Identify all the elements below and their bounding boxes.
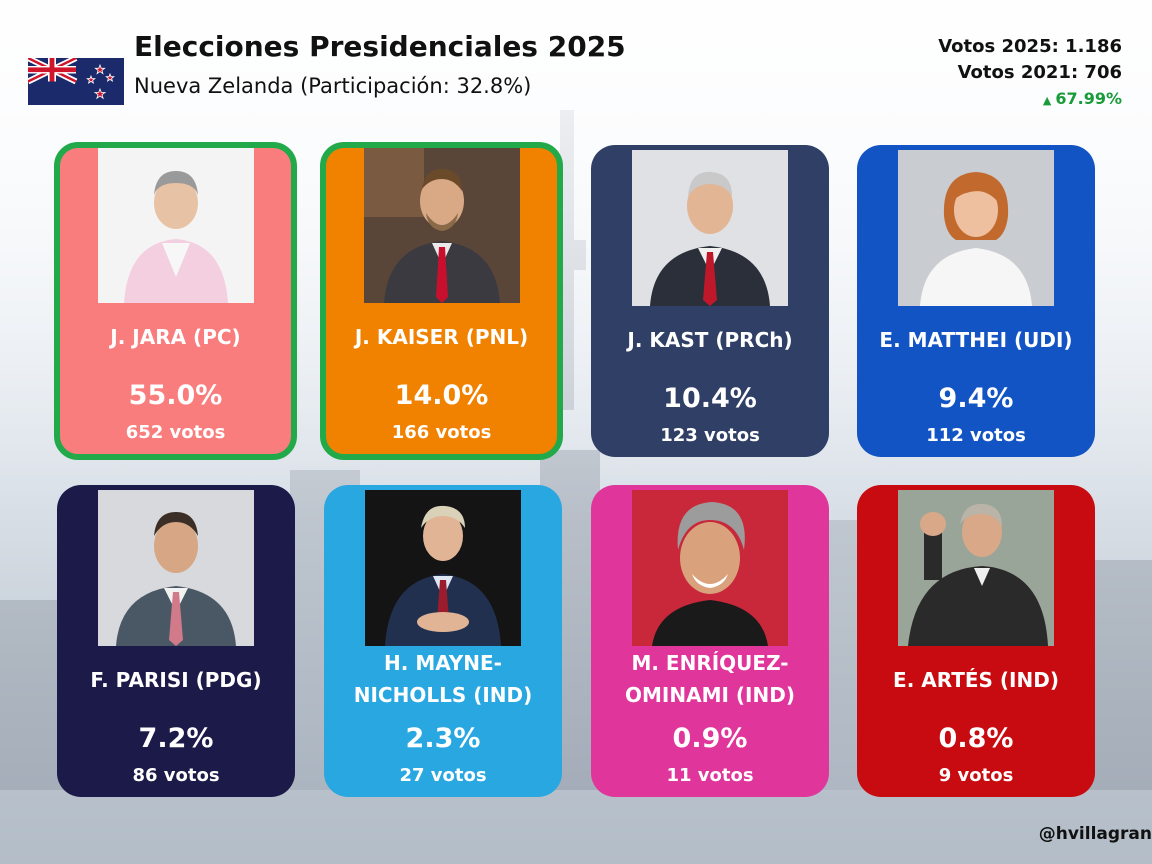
vote-change: ▲ 67.99% <box>1042 89 1122 108</box>
author-handle: @hvillagran <box>1038 824 1152 844</box>
candidate-card-jara: J. JARA (PC) 55.0% 652 votos <box>54 142 297 460</box>
up-triangle-icon: ▲ <box>1042 94 1052 107</box>
candidate-votes: 9 votos <box>938 765 1014 786</box>
page-subtitle: Nueva Zelanda (Participación: 32.8%) <box>134 74 532 98</box>
candidate-name: F. PARISI (PDG) <box>90 668 262 692</box>
candidate-percent: 55.0% <box>128 380 223 411</box>
candidate-photo-artes <box>898 490 1054 646</box>
candidate-name: J. KAST (PRCh) <box>627 328 793 352</box>
candidate-card-artes: E. ARTÉS (IND) 0.8% 9 votos <box>857 485 1095 797</box>
candidate-name: E. MATTHEI (UDI) <box>879 328 1073 352</box>
candidate-card-matthei: E. MATTHEI (UDI) 9.4% 112 votos <box>857 145 1095 457</box>
candidate-percent: 7.2% <box>138 723 214 754</box>
candidate-card-mayne-nicholls: H. MAYNE- NICHOLLS (IND) 2.3% 27 votos <box>324 485 562 797</box>
candidate-photo-mayne-nicholls <box>365 490 521 646</box>
candidate-card-kast: J. KAST (PRCh) 10.4% 123 votos <box>591 145 829 457</box>
candidate-votes: 123 votos <box>660 425 760 446</box>
candidate-votes: 86 votos <box>132 765 220 786</box>
candidate-percent: 10.4% <box>663 383 757 414</box>
candidate-votes: 112 votos <box>926 425 1026 446</box>
candidate-votes: 652 votos <box>125 422 226 443</box>
candidate-votes: 11 votos <box>666 765 754 786</box>
candidate-photo-enriquez-ominami <box>632 490 788 646</box>
candidate-photo-parisi <box>98 490 254 646</box>
candidate-photo-matthei <box>898 150 1054 306</box>
candidate-photo-kast <box>632 150 788 306</box>
vote-stats: Votos 2025: 1.186 Votos 2021: 706 ▲ 67.99… <box>938 34 1122 114</box>
candidate-card-kaiser: J. KAISER (PNL) 14.0% 166 votos <box>320 142 563 460</box>
candidate-name: E. ARTÉS (IND) <box>893 668 1059 692</box>
candidate-percent: 2.3% <box>405 723 481 754</box>
candidate-percent: 14.0% <box>394 380 489 411</box>
votes-2025: Votos 2025: 1.186 <box>938 36 1122 57</box>
candidate-votes: 166 votos <box>391 422 492 443</box>
votes-2021: Votos 2021: 706 <box>957 62 1122 83</box>
candidate-card-enriquez-ominami: M. ENRÍQUEZ- OMINAMI (IND) 0.9% 11 votos <box>591 485 829 797</box>
candidate-name: J. KAISER (PNL) <box>354 325 529 349</box>
candidate-card-parisi: F. PARISI (PDG) 7.2% 86 votos <box>57 485 295 797</box>
candidate-name: M. ENRÍQUEZ- OMINAMI (IND) <box>625 651 795 707</box>
candidate-percent: 9.4% <box>938 383 1014 414</box>
new-zealand-flag-icon <box>28 58 124 105</box>
candidate-name: J. JARA (PC) <box>110 325 241 349</box>
page-title: Elecciones Presidenciales 2025 <box>134 30 626 63</box>
candidate-percent: 0.9% <box>672 723 748 754</box>
candidate-votes: 27 votos <box>399 765 487 786</box>
candidate-percent: 0.8% <box>938 723 1014 754</box>
candidate-name: H. MAYNE- NICHOLLS (IND) <box>353 651 533 707</box>
candidate-photo-kaiser <box>363 148 520 303</box>
candidate-photo-jara <box>97 148 254 303</box>
